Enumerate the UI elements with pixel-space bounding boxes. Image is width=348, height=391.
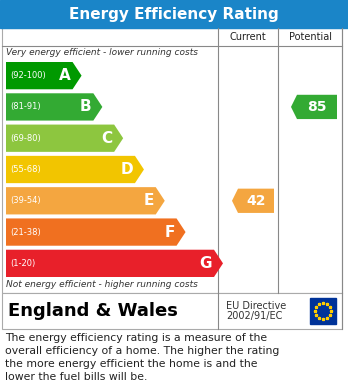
Bar [310, 298, 336, 324]
Polygon shape [6, 125, 123, 152]
Text: (21-38): (21-38) [10, 228, 41, 237]
Text: 42: 42 [246, 194, 266, 208]
Text: overall efficiency of a home. The higher the rating: overall efficiency of a home. The higher… [5, 346, 279, 356]
Text: Very energy efficient - lower running costs: Very energy efficient - lower running co… [6, 48, 198, 57]
Text: D: D [120, 162, 133, 177]
Polygon shape [6, 187, 165, 214]
Text: A: A [59, 68, 71, 83]
Bar [2, 293, 342, 329]
Polygon shape [6, 93, 102, 120]
Text: C: C [101, 131, 112, 146]
Polygon shape [6, 62, 81, 89]
Text: G: G [199, 256, 212, 271]
Text: (69-80): (69-80) [10, 134, 41, 143]
Text: The energy efficiency rating is a measure of the: The energy efficiency rating is a measur… [5, 333, 267, 343]
Polygon shape [6, 156, 144, 183]
Text: Not energy efficient - higher running costs: Not energy efficient - higher running co… [6, 280, 198, 289]
Polygon shape [6, 250, 223, 277]
Text: England & Wales: England & Wales [8, 302, 178, 320]
Polygon shape [291, 95, 337, 119]
Text: (92-100): (92-100) [10, 71, 46, 80]
Text: the more energy efficient the home is and the: the more energy efficient the home is an… [5, 359, 258, 369]
Polygon shape [6, 219, 185, 246]
Text: E: E [143, 193, 154, 208]
Text: (1-20): (1-20) [10, 259, 35, 268]
Text: F: F [164, 224, 175, 240]
Text: 85: 85 [307, 100, 327, 114]
Text: 2002/91/EC: 2002/91/EC [226, 311, 282, 321]
Polygon shape [232, 188, 274, 213]
Bar [0, 0, 348, 28]
Text: EU Directive: EU Directive [226, 301, 286, 311]
Text: (39-54): (39-54) [10, 196, 41, 205]
Text: Energy Efficiency Rating: Energy Efficiency Rating [69, 7, 279, 22]
Text: (81-91): (81-91) [10, 102, 41, 111]
Text: Potential: Potential [288, 32, 332, 42]
Text: (55-68): (55-68) [10, 165, 41, 174]
Text: B: B [80, 99, 92, 115]
Text: lower the fuel bills will be.: lower the fuel bills will be. [5, 372, 147, 382]
Bar [2, 28, 342, 293]
Text: Current: Current [230, 32, 266, 42]
